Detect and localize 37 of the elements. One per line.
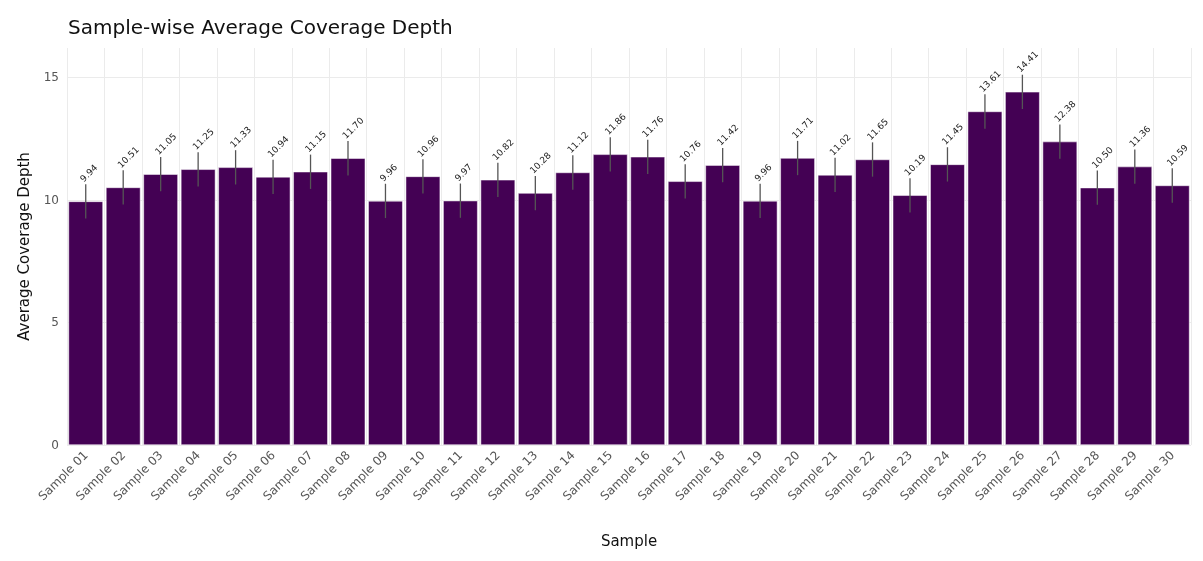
bar (480, 179, 516, 445)
bar (1005, 91, 1040, 445)
bar (330, 158, 366, 445)
bar (293, 171, 328, 445)
bar (667, 181, 703, 445)
y-tick-label: 0 (51, 438, 59, 452)
bar (630, 156, 665, 445)
bar (518, 193, 553, 445)
bar (930, 164, 965, 445)
bar (780, 158, 815, 445)
bar (405, 176, 441, 445)
y-axis-title: Average Coverage Depth (14, 152, 33, 341)
bar (68, 201, 103, 445)
bar (1155, 185, 1190, 445)
chart-title: Sample-wise Average Coverage Depth (68, 15, 453, 39)
bar (593, 154, 628, 445)
y-tick-label: 5 (51, 315, 59, 330)
bar (368, 200, 403, 445)
bar (705, 165, 740, 445)
bar (255, 176, 291, 445)
bar (105, 187, 141, 445)
bar (1117, 166, 1153, 445)
bar (1080, 187, 1115, 445)
bar (1042, 141, 1078, 445)
bar (742, 200, 778, 445)
bar (967, 111, 1003, 445)
y-tick-label: 10 (43, 192, 59, 207)
bar (892, 195, 928, 445)
bar (855, 159, 890, 445)
bar (143, 174, 178, 445)
x-axis-title: Sample (600, 531, 658, 550)
bar (555, 172, 591, 445)
bar (180, 169, 216, 445)
bar (443, 200, 478, 445)
bar (817, 174, 853, 445)
bar (218, 167, 253, 445)
y-tick-label: 15 (43, 70, 59, 85)
